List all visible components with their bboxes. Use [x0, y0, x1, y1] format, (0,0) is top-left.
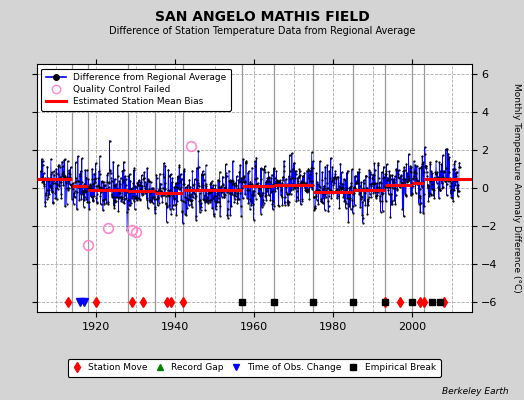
Text: SAN ANGELO MATHIS FIELD: SAN ANGELO MATHIS FIELD	[155, 10, 369, 24]
Y-axis label: Monthly Temperature Anomaly Difference (°C): Monthly Temperature Anomaly Difference (…	[512, 83, 521, 293]
Text: Berkeley Earth: Berkeley Earth	[442, 387, 508, 396]
Legend: Station Move, Record Gap, Time of Obs. Change, Empirical Break: Station Move, Record Gap, Time of Obs. C…	[68, 359, 441, 377]
Text: Difference of Station Temperature Data from Regional Average: Difference of Station Temperature Data f…	[109, 26, 415, 36]
